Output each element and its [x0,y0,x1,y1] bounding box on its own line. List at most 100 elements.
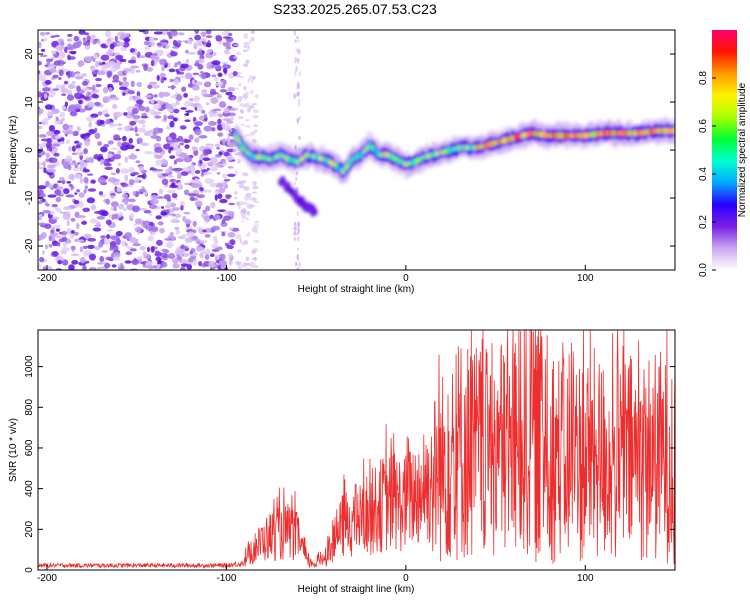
noise-speckle [96,215,106,220]
noise-speckle [70,185,75,189]
noise-speckle [53,129,61,135]
noise-speckle [84,185,88,190]
noise-speckle [191,79,196,85]
noise-speckle [200,31,207,36]
noise-speckle [71,259,79,265]
snr-y-label: SNR (10 * v/v) [8,418,19,482]
noise-speckle [134,117,139,124]
noise-speckle [175,157,184,163]
noise-speckle [72,160,77,164]
noise-speckle [293,226,296,231]
noise-speckle [245,217,249,221]
noise-speckle [79,256,86,264]
noise-speckle [99,255,105,263]
noise-speckle [45,152,50,159]
noise-speckle [61,158,65,166]
noise-speckle [135,148,140,152]
noise-speckle [186,264,193,270]
noise-speckle [128,154,138,160]
noise-speckle [100,54,110,61]
noise-speckle [205,35,213,38]
noise-speckle [209,166,218,172]
noise-speckle [162,173,169,177]
noise-speckle [121,183,129,188]
noise-speckle [243,33,249,38]
noise-speckle [198,135,208,139]
noise-speckle [139,55,146,59]
noise-speckle [77,99,83,105]
noise-speckle [243,45,247,48]
snr-series-line [38,330,675,569]
noise-speckle [42,161,46,167]
noise-speckle [80,133,85,139]
noise-speckle [38,41,42,49]
noise-speckle [93,101,101,106]
noise-speckle [194,128,202,136]
noise-speckle [65,139,70,145]
noise-speckle [41,250,45,255]
noise-speckle [83,177,89,184]
noise-speckle [116,41,125,47]
noise-speckle [161,178,169,186]
noise-speckle [54,189,62,196]
noise-speckle [183,211,191,215]
noise-speckle [196,194,206,199]
noise-speckle [252,181,257,186]
noise-speckle [155,135,162,142]
noise-speckle [180,200,185,207]
noise-speckle [164,238,173,241]
noise-speckle [217,113,224,118]
noise-speckle [113,134,120,140]
noise-speckle [198,260,203,267]
noise-speckle [194,34,202,41]
noise-speckle [55,84,62,90]
noise-speckle [298,70,302,77]
noise-speckle [226,245,234,250]
noise-speckle [130,65,139,69]
noise-speckle [239,238,242,244]
noise-speckle [51,57,55,60]
noise-speckle [102,109,109,115]
noise-speckle [96,221,101,226]
noise-speckle [139,106,146,112]
noise-speckle [179,142,184,146]
noise-speckle [175,147,183,152]
noise-speckle [243,41,250,47]
noise-speckle [132,108,139,115]
noise-speckle [167,85,177,89]
noise-speckle [56,242,61,247]
noise-speckle [61,105,67,110]
noise-speckle [92,53,99,60]
noise-speckle [139,245,146,251]
noise-speckle [221,122,226,129]
noise-speckle [254,220,260,224]
noise-speckle [297,98,301,104]
noise-speckle [63,80,69,85]
x-tick-label: -200 [37,573,57,584]
noise-speckle [100,43,107,48]
noise-speckle [163,143,171,150]
noise-speckle [55,116,59,122]
noise-speckle [298,115,302,121]
noise-speckle [211,243,218,249]
noise-speckle [96,40,101,45]
noise-speckle [59,176,65,181]
noise-speckle [223,79,227,86]
spectrogram-y-ticks: -20 -10 0 10 20 [24,48,675,253]
noise-speckle [172,39,178,47]
ridge-core [672,128,675,134]
noise-speckle [68,162,77,166]
noise-speckle [47,194,57,198]
noise-speckle [189,196,195,201]
noise-speckle [145,224,153,231]
noise-speckle [106,153,114,158]
noise-speckle [160,252,168,259]
noise-speckle [64,101,69,107]
noise-speckle [296,256,300,262]
noise-speckle [209,253,215,258]
noise-speckle [94,132,101,140]
noise-speckle [128,215,132,220]
noise-speckle [185,58,190,64]
noise-speckle [209,214,214,219]
